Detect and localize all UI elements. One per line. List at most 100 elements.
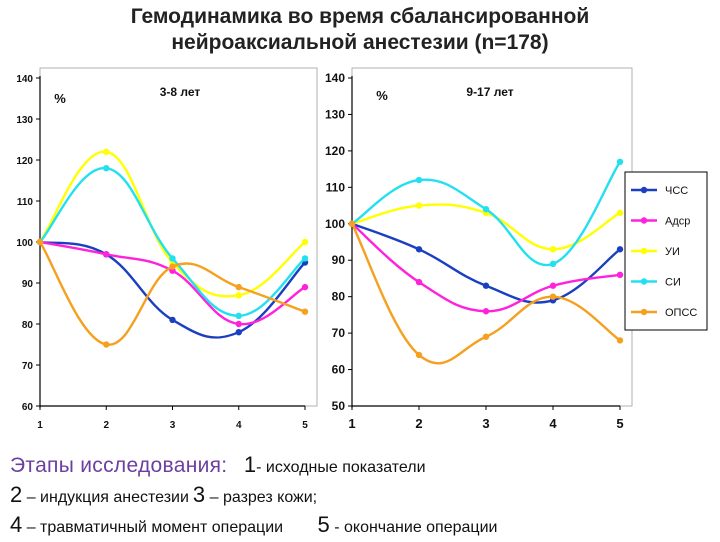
- stage-5-text: - окончание операции: [334, 519, 498, 536]
- legend-marker: [640, 186, 648, 194]
- chart-title-line-1: Гемодинамика во время сбалансированной: [130, 5, 590, 28]
- y-tick-label: 120: [16, 156, 33, 167]
- y-tick-label: 110: [17, 197, 34, 208]
- stage-4-number: 4: [10, 512, 23, 537]
- x-tick-label: 2: [415, 416, 422, 431]
- data-point: [103, 148, 110, 155]
- plot-frame: [351, 67, 633, 407]
- data-point: [235, 312, 242, 319]
- data-point: [415, 176, 423, 184]
- legend-marker: [640, 278, 648, 285]
- y-tick-label: 70: [22, 361, 34, 372]
- y-tick-label: 120: [325, 144, 345, 158]
- data-point: [549, 293, 557, 300]
- legend-label: СИ: [665, 277, 681, 289]
- stage-3-text: – разрез кожи;: [209, 489, 318, 506]
- y-tick-label: 130: [16, 115, 33, 126]
- y-tick-label: 60: [22, 402, 34, 413]
- x-tick-label: 5: [302, 420, 308, 431]
- panel-title: 3-8 лет: [160, 85, 201, 99]
- x-tick-label: 4: [236, 420, 242, 431]
- series-line: [39, 166, 306, 318]
- y-tick-label: 50: [332, 399, 346, 413]
- series-line: [39, 150, 306, 298]
- stages-caption: Этапы исследования: 1- исходные показате…: [10, 452, 720, 542]
- data-point: [235, 329, 242, 336]
- data-point: [616, 271, 624, 278]
- stage-2-text: – индукция анестезии: [26, 489, 189, 506]
- data-point: [169, 255, 176, 262]
- data-point: [549, 282, 557, 289]
- legend-label: ОПСС: [665, 307, 697, 319]
- caption-line-1: Этапы исследования: 1- исходные показате…: [10, 452, 720, 482]
- chart-title-line-2: нейроаксиальной анестезии (n=178): [171, 31, 549, 54]
- y-tick-label: 80: [332, 290, 346, 304]
- data-point: [616, 337, 624, 344]
- x-tick-label: 2: [103, 420, 109, 431]
- y-tick-label: 140: [325, 71, 345, 85]
- stage-3-number: 3: [192, 482, 206, 507]
- data-point: [415, 202, 423, 209]
- data-point: [103, 341, 110, 348]
- data-point: [36, 238, 44, 246]
- y-tick-label: 110: [326, 180, 346, 194]
- legend-marker: [640, 217, 648, 224]
- plot-frame: [39, 67, 318, 407]
- y-tick-label: 90: [332, 253, 346, 267]
- series-line: [350, 223, 621, 365]
- data-point: [549, 260, 557, 268]
- y-tick-label: 60: [332, 363, 346, 377]
- x-tick-label: 1: [348, 416, 355, 431]
- legend-label: Адср: [665, 216, 690, 228]
- data-point: [482, 282, 490, 289]
- y-tick-label: 100: [16, 238, 33, 249]
- x-tick-label: 3: [482, 416, 489, 431]
- y-tick-label: 130: [325, 107, 345, 121]
- data-point: [549, 246, 557, 253]
- data-point: [235, 320, 242, 328]
- data-point: [616, 246, 624, 253]
- stage-4-text: – травматичный момент операции: [26, 519, 284, 536]
- data-point: [169, 316, 176, 324]
- series-line: [351, 161, 622, 267]
- x-tick-label: 3: [170, 420, 176, 431]
- legend-marker: [640, 247, 648, 255]
- x-tick-label: 4: [549, 416, 557, 431]
- y-tick-label: 70: [332, 326, 346, 340]
- data-point: [235, 283, 242, 291]
- stages-heading: Этапы исследования:: [10, 454, 228, 477]
- chart-title: Гемодинамика во время сбалансированной н…: [0, 4, 720, 56]
- stage-5-number: 5: [317, 512, 330, 537]
- y-tick-label: 90: [22, 279, 34, 290]
- data-point: [301, 255, 309, 262]
- data-point: [415, 351, 423, 359]
- caption-line-3: 4 – травматичный момент операции 5 - око…: [10, 512, 720, 542]
- stage-1-number: 1: [243, 452, 257, 477]
- panel-title: 9-17 лет: [466, 85, 513, 99]
- data-point: [415, 278, 423, 286]
- data-point: [348, 220, 356, 227]
- stage-1-text: - исходные показатели: [256, 459, 426, 476]
- y-tick-label: 80: [22, 320, 34, 331]
- data-point: [169, 263, 176, 270]
- y-tick-label: 140: [16, 74, 33, 85]
- stage-2-number: 2: [10, 482, 23, 507]
- data-point: [103, 165, 110, 172]
- data-point: [235, 292, 242, 299]
- x-tick-label: 5: [616, 416, 623, 431]
- data-point: [482, 206, 490, 213]
- legend-label: ЧСС: [665, 185, 688, 197]
- legend-marker: [640, 308, 648, 316]
- y-tick-label: 100: [325, 217, 345, 231]
- data-point: [301, 308, 309, 315]
- data-point: [482, 333, 490, 340]
- y-axis-label: %: [54, 91, 66, 106]
- y-axis-label: %: [376, 88, 388, 103]
- series-line: [38, 241, 306, 346]
- data-point: [301, 238, 309, 246]
- data-point: [616, 209, 624, 217]
- legend-label: УИ: [665, 246, 680, 258]
- data-point: [482, 308, 490, 315]
- data-point: [616, 158, 624, 166]
